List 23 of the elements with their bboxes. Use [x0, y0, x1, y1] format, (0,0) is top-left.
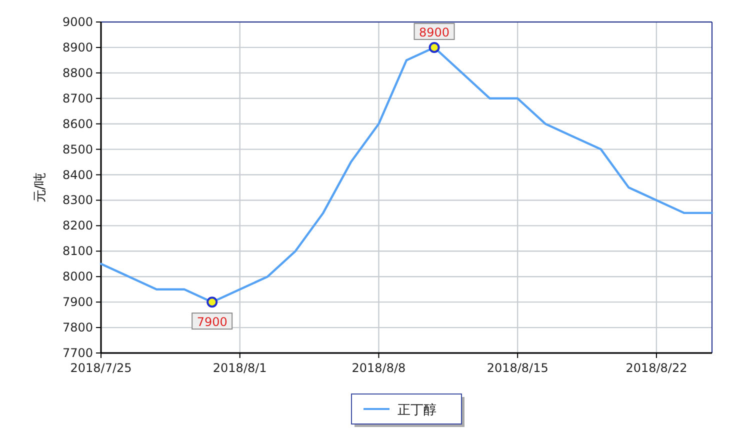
xtick: 2018/8/22: [626, 361, 688, 375]
annotation: 8900: [419, 25, 450, 40]
ytick: 8800: [62, 66, 93, 80]
legend-label: 正丁醇: [398, 403, 436, 418]
ytick: 7700: [62, 346, 93, 360]
annotation: 7900: [196, 315, 228, 330]
xtick: 2018/8/8: [352, 361, 406, 375]
xtick: 2018/8/15: [486, 361, 548, 375]
ytick: 8200: [62, 218, 93, 233]
ytick: 8400: [62, 168, 93, 182]
xtick: 2018/8/1: [212, 361, 267, 375]
ytick: 8000: [62, 270, 93, 284]
ytick: 7900: [62, 295, 93, 310]
ytick: 8100: [62, 244, 93, 258]
ylabel: 元/吨: [33, 172, 48, 203]
xtick: 2018/7/25: [70, 361, 132, 375]
ytick: 8500: [62, 142, 93, 156]
ytick: 8700: [62, 91, 93, 106]
ytick: 7800: [62, 320, 93, 335]
ytick: 8900: [62, 40, 93, 54]
ytick: 9000: [62, 15, 93, 29]
ytick: 8300: [62, 193, 93, 208]
ytick: 8600: [62, 116, 93, 131]
